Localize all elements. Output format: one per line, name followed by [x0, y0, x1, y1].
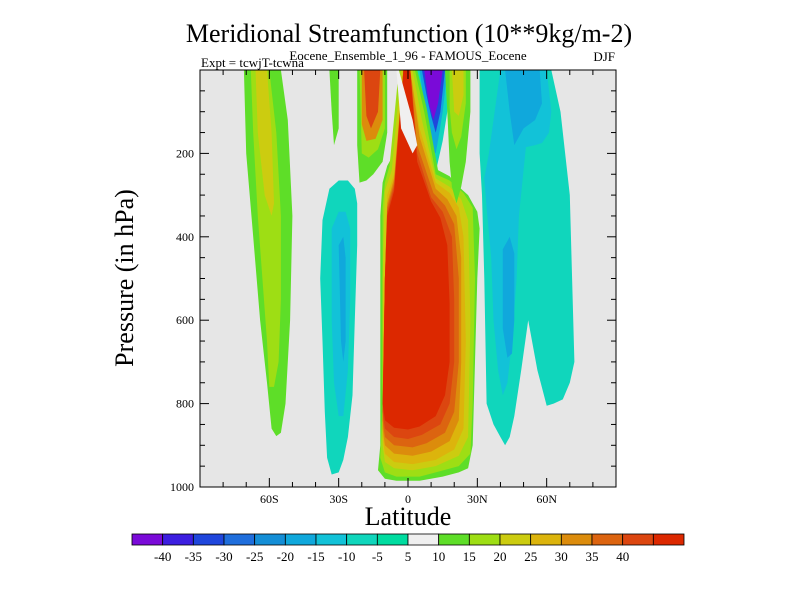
colorbar-label: -40 — [154, 549, 171, 564]
colorbar-swatch — [622, 533, 654, 546]
x-tick-label: 30S — [329, 492, 348, 506]
colorbar-swatch — [346, 533, 378, 546]
colorbar-label: 10 — [432, 549, 445, 564]
colorbar-label: -10 — [338, 549, 355, 564]
contour-polar-n-15 — [451, 70, 464, 116]
colorbar-label: -35 — [185, 549, 202, 564]
contour-upper-s-30 — [364, 70, 381, 129]
contour-polar-s-10 — [250, 70, 281, 387]
y-tick-label: 600 — [176, 313, 194, 327]
contour-eq-white — [396, 70, 418, 154]
colorbar-swatch — [468, 533, 501, 546]
colorbar-swatch — [652, 533, 685, 546]
contour-ferrel-n-10 — [484, 70, 552, 396]
expt-label: Expt = tcwjT-tcwna — [201, 55, 304, 70]
season-label: DJF — [593, 49, 615, 64]
colorbar-swatch — [192, 533, 225, 546]
contour-ferrel-n-15b — [502, 236, 515, 358]
colorbar-swatch — [560, 533, 593, 546]
x-axis-label: Latitude — [365, 502, 452, 531]
colorbar-label: 15 — [463, 549, 476, 564]
contour-polar-s-15 — [255, 70, 274, 216]
contour-gap-s-5 — [329, 70, 339, 146]
contour-fills — [243, 70, 575, 481]
colorbar-label: 25 — [524, 549, 537, 564]
contour-ferrel-n-15 — [505, 70, 542, 146]
colorbar-label: -25 — [246, 549, 263, 564]
colorbar-swatch — [162, 533, 194, 546]
colorbar: -40 -35 -30 -25 -20 -15 -10 -5 5 10 15 20 25 30 35 40 — [131, 533, 685, 564]
y-tick-label: 200 — [176, 146, 194, 160]
chart-title: Meridional Streamfunction (10**9kg/m-2) — [186, 19, 632, 48]
colorbar-swatch — [530, 533, 562, 546]
colorbar-label: -15 — [307, 549, 324, 564]
colorbar-swatch — [284, 533, 317, 546]
colorbar-label: -30 — [215, 549, 232, 564]
y-tick-label: 400 — [176, 230, 194, 244]
colorbar-label: 5 — [405, 549, 412, 564]
contour-hadley-s-40 — [382, 70, 450, 430]
y-tick-label: 1000 — [170, 480, 194, 494]
colorbar-swatch — [254, 533, 286, 546]
colorbar-swatch — [407, 533, 440, 546]
colorbar-label: -20 — [277, 549, 294, 564]
colorbar-swatch — [315, 533, 348, 546]
colorbar-label: 40 — [616, 549, 629, 564]
colorbar-swatch — [376, 533, 409, 546]
colorbar-label: 30 — [555, 549, 568, 564]
colorbar-swatch — [223, 533, 256, 546]
colorbar-swatch — [131, 533, 164, 546]
chart-subtitle: Eocene_Ensemble_1_96 - FAMOUS_Eocene — [289, 48, 527, 63]
colorbar-label: -5 — [372, 549, 383, 564]
x-tick-label: 60S — [260, 492, 279, 506]
colorbar-swatch — [591, 533, 624, 546]
y-tick-label: 800 — [176, 397, 194, 411]
axis-ticks: 60S 30S 0 30N 60N 200 400 600 800 1000 — [170, 70, 616, 506]
colorbar-label: 20 — [494, 549, 507, 564]
colorbar-swatch — [499, 533, 532, 546]
colorbar-swatch — [438, 533, 470, 546]
colorbar-label: 35 — [586, 549, 599, 564]
contour-hadley-n-40 — [424, 70, 443, 120]
y-axis-label: Pressure (in hPa) — [110, 189, 139, 367]
x-tick-label: 30N — [467, 492, 488, 506]
contour-ferrel-s-15 — [338, 236, 346, 362]
x-tick-label: 0 — [405, 492, 411, 506]
x-tick-label: 60N — [536, 492, 557, 506]
